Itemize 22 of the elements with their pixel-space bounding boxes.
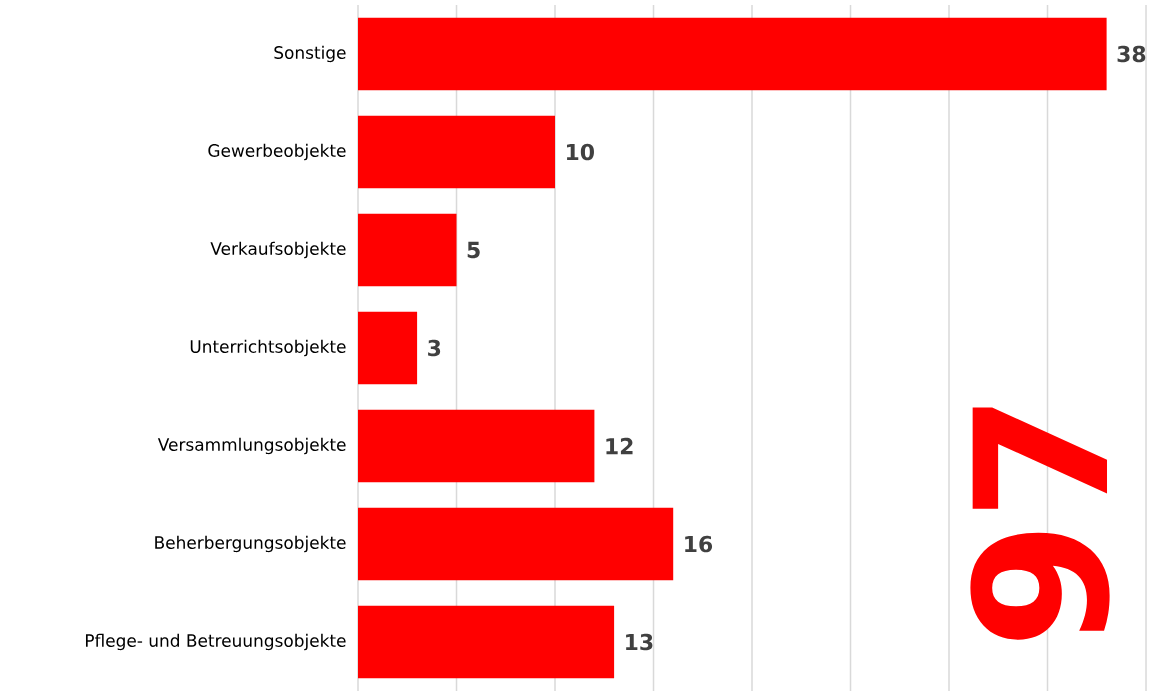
y-tick-label: Verkaufsobjekte [210, 241, 346, 259]
bar [358, 507, 674, 581]
y-tick-label: Sonstige [274, 45, 346, 63]
bar [358, 115, 555, 189]
annotation: 97 [970, 407, 1110, 640]
data-label: 12 [606, 437, 633, 455]
y-tick-label: Unterrichtsobjekte [190, 339, 346, 357]
data-label: 16 [685, 535, 713, 553]
bar [358, 213, 457, 287]
data-label: 3 [428, 339, 441, 357]
y-tick-label: Pflege- und Betreuungsobjekte [85, 633, 346, 651]
data-label: 13 [626, 633, 653, 651]
bar [358, 311, 418, 385]
y-tick-label: Beherbergungsobjekte [155, 535, 346, 553]
y-tick-label: Versammlungsobjekte [157, 437, 346, 455]
bar [358, 605, 615, 679]
bar [358, 17, 1107, 91]
data-label: 5 [467, 241, 480, 259]
bar [358, 409, 595, 483]
data-label: 38 [1117, 45, 1146, 63]
y-tick-label: Gewerbeobjekte [208, 143, 346, 161]
data-label: 10 [566, 143, 594, 161]
